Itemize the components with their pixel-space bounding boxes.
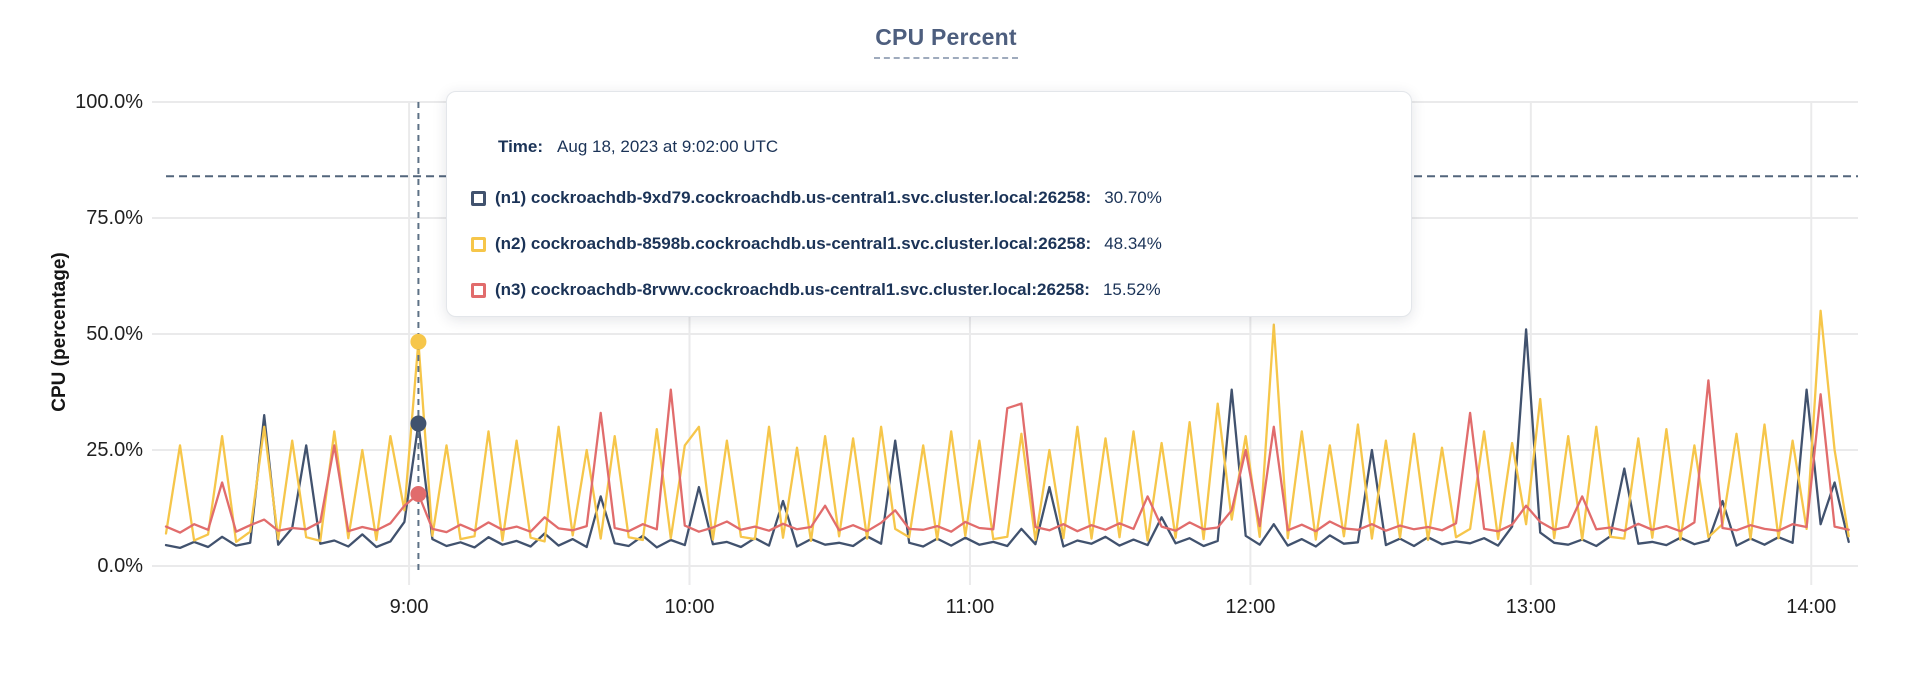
y-tick-label: 0.0% [97,555,143,577]
title-underline [874,57,1018,59]
series-lines [164,309,1850,550]
tooltip-n3-label: (n3) cockroachdb-8rvwv.cockroachdb.us-ce… [495,280,1090,299]
n3-series-swatch-icon [471,282,486,298]
tooltip-n2-value: 48.34% [1104,234,1162,253]
tooltip-row-n1: (n1) cockroachdb-9xd79.cockroachdb.us-ce… [471,188,1391,208]
x-tick-label: 14:00 [1786,596,1837,618]
y-tick-label: 25.0% [86,439,143,461]
tooltip-n1-value: 30.70% [1104,188,1162,207]
y-tick-label: 75.0% [86,207,143,229]
y-tick-label: 50.0% [86,323,143,345]
chart-title-block: CPU Percent [874,24,1018,59]
n2-series-swatch-icon [471,236,486,252]
tooltip-time-row: Time: Aug 18, 2023 at 9:02:00 UTC [498,138,1391,156]
x-tick-label: 9:00 [389,596,429,618]
tooltip-time-value: Aug 18, 2023 at 9:02:00 UTC [557,137,779,156]
hover-marker [410,102,427,574]
tooltip-row-n3: (n3) cockroachdb-8rvwv.cockroachdb.us-ce… [471,280,1391,300]
x-tick-label: 11:00 [945,596,995,618]
x-tick-label: 13:00 [1505,596,1556,618]
tooltip-n3-value: 15.52% [1102,280,1161,299]
x-tick-label: 12:00 [1225,596,1276,618]
tooltip-row-n2: (n2) cockroachdb-8598b.cockroachdb.us-ce… [471,234,1391,254]
tooltip-n1-label: (n1) cockroachdb-9xd79.cockroachdb.us-ce… [495,188,1092,207]
tooltip-time-label: Time: [498,137,544,156]
tooltip-n2-label: (n2) cockroachdb-8598b.cockroachdb.us-ce… [495,234,1092,253]
chart-tooltip: Time: Aug 18, 2023 at 9:02:00 UTC (n1) co… [446,91,1412,317]
chart-title: CPU Percent [875,24,1017,50]
x-tick-label: 10:00 [664,596,715,618]
n1-series-swatch-icon [471,190,486,206]
y-tick-label: 100.0% [75,91,143,113]
